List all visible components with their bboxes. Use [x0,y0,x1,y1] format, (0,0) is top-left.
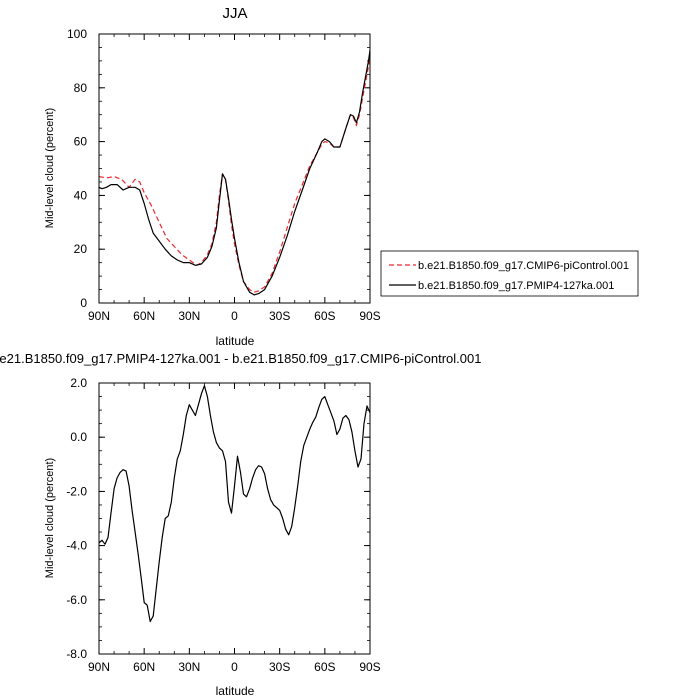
bottom-series-lines [99,385,370,623]
bottom-xtick-label: 0 [231,660,238,674]
top-ytick-label: 20 [74,242,88,256]
top-tick-labels: 90N 60N 30N 0 30S 60S 90S 0 20 40 60 80 100 [67,27,381,323]
bottom-xtick-label: 90S [359,660,380,674]
bottom-ytick-label: -6.0 [66,593,87,607]
bottom-xtick-label: 30S [269,660,290,674]
top-series-line-0 [99,55,370,293]
top-xtick-label: 30S [269,309,290,323]
top-plot-frame [98,33,371,304]
top-xtick-label: 90N [88,309,110,323]
bottom-xtick-label: 30N [178,660,200,674]
bottom-xtick-label: 60N [133,660,155,674]
legend-label-picontrol: b.e21.B1850.f09_g17.CMIP6-piControl.001 [418,260,629,272]
bottom-ytick-label: -2.0 [66,484,87,498]
bottom-ytick-label: 0.0 [70,430,87,444]
bottom-ytick-label: -8.0 [66,647,87,661]
top-title: JJA [222,5,247,22]
top-xtick-label: 30N [178,309,200,323]
bottom-xtick-label: 60S [314,660,335,674]
top-y-axis-label: Mid-level cloud (percent) [44,108,56,228]
top-xtick-label: 0 [231,309,238,323]
top-ytick-label: 40 [74,188,88,202]
bottom-series-line-0 [99,385,370,623]
top-series-line-1 [99,50,370,296]
top-xtick-label: 90S [359,309,380,323]
bottom-ticks [98,382,371,655]
top-x-axis-label: latitude [216,334,255,348]
top-ytick-label: 0 [80,296,87,310]
top-series-lines [99,50,370,296]
top-panel: JJA Mid-level cloud (percent) latitude 9… [44,5,381,348]
bottom-ytick-label: 2.0 [70,376,87,390]
legend-label-127ka: b.e21.B1850.f09_g17.PMIP4-127ka.001 [418,280,614,292]
top-xtick-label: 60N [133,309,155,323]
bottom-ytick-label: -4.0 [66,539,87,553]
bottom-xtick-label: 90N [88,660,110,674]
top-ytick-label: 60 [74,135,88,149]
bottom-y-axis-label: Mid-level cloud (percent) [44,458,56,578]
legend: b.e21.B1850.f09_g17.CMIP6-piControl.001 … [380,250,639,297]
top-xtick-label: 60S [314,309,335,323]
bottom-panel: b.e21.B1850.f09_g17.PMIP4-127ka.001 - b.… [0,351,481,698]
top-ytick-label: 80 [74,81,88,95]
bottom-title: b.e21.B1850.f09_g17.PMIP4-127ka.001 - b.… [0,351,481,366]
bottom-tick-labels: 90N 60N 30N 0 30S 60S 90S -8.0 -6.0 -4.0 -2.0 0.0 2.… [66,376,380,674]
legend-box [380,250,639,297]
top-ticks [98,33,371,304]
top-ytick-label: 100 [67,27,87,41]
bottom-x-axis-label: latitude [216,684,255,698]
bottom-plot-frame [98,382,371,655]
